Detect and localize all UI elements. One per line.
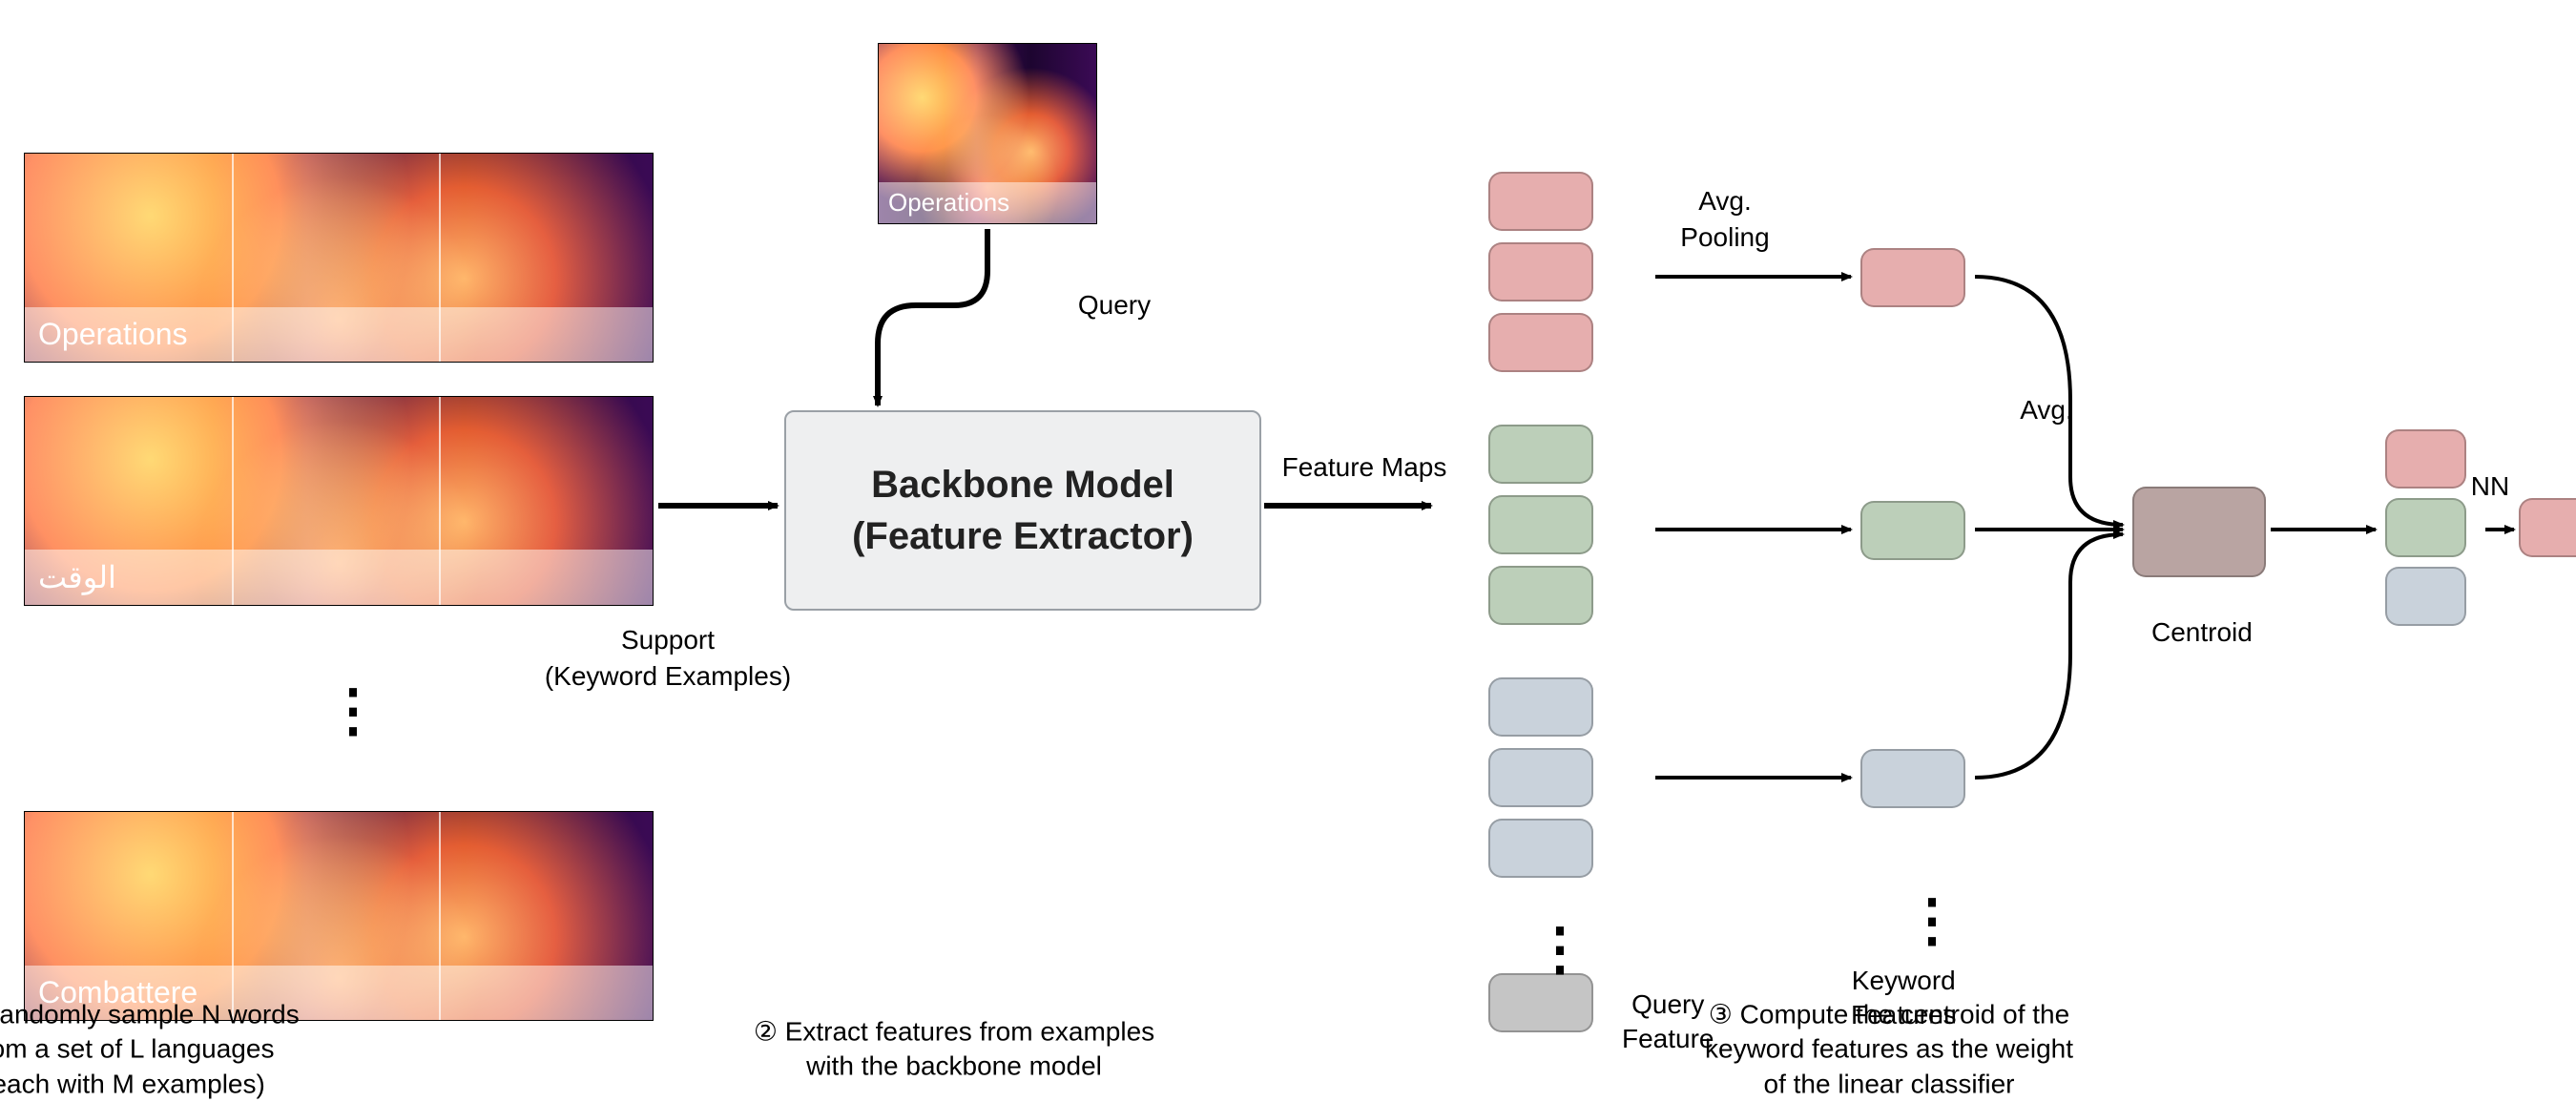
nn-candidate-green xyxy=(2385,498,2466,557)
caption-stage-1: ① Randomly sample N wordsfrom a set of L… xyxy=(0,997,300,1101)
spectrogram-label: الوقت xyxy=(25,550,653,605)
keyword-feature-blue xyxy=(1860,749,1965,808)
spectrogram-label: Operations xyxy=(879,182,1096,223)
arrow-label-avgpool: Avg.Pooling xyxy=(1680,183,1769,256)
feature-map-pink xyxy=(1488,172,1593,231)
centroid-box xyxy=(2132,487,2266,577)
spec-operations-query: Operations xyxy=(878,43,1097,224)
backbone-text: Backbone Model(Feature Extractor) xyxy=(852,459,1194,562)
arrow-label-nn: NN xyxy=(2471,468,2509,505)
arrow-label-featuremaps: Feature Maps xyxy=(1282,449,1447,486)
spec-operations-support: Operations xyxy=(24,153,654,363)
keyword-feature-green xyxy=(1860,501,1965,560)
stage2-query-feature-label: QueryFeature xyxy=(1622,988,1714,1057)
spectrogram-label: Operations xyxy=(25,307,653,362)
nn-candidate-pink xyxy=(2385,429,2466,489)
stage2-ellipsis: ⋮ xyxy=(1531,916,1589,983)
spec-combattere-support: Combattere xyxy=(24,811,654,1021)
feature-map-blue xyxy=(1488,748,1593,807)
nn-candidate-blue xyxy=(2385,567,2466,626)
output-box xyxy=(2519,498,2576,557)
caption-stage-2: ② Extract features from exampleswith the… xyxy=(754,1015,1154,1085)
feature-map-blue xyxy=(1488,819,1593,878)
spec-alwaqt-support: الوقت xyxy=(24,396,654,606)
backbone-model-box: Backbone Model(Feature Extractor) xyxy=(784,410,1261,611)
feature-map-blue xyxy=(1488,677,1593,737)
centroid-label: Centroid xyxy=(2151,615,2253,650)
arrow-label-avg: Avg. xyxy=(2020,392,2073,428)
feature-map-green xyxy=(1488,495,1593,554)
keyword-feature-pink xyxy=(1860,248,1965,307)
feature-map-pink xyxy=(1488,313,1593,372)
arrow-label-support: Support(Keyword Examples) xyxy=(545,622,791,695)
stage3-ellipsis: ⋮ xyxy=(1903,887,1961,954)
support-ellipsis: ⋮ xyxy=(324,677,382,744)
arrow-label-query: Query xyxy=(1078,287,1151,323)
caption-stage-3: ③ Compute the centroid of thekeyword fea… xyxy=(1705,997,2073,1101)
feature-map-green xyxy=(1488,566,1593,625)
feature-map-pink xyxy=(1488,242,1593,301)
feature-map-green xyxy=(1488,425,1593,484)
